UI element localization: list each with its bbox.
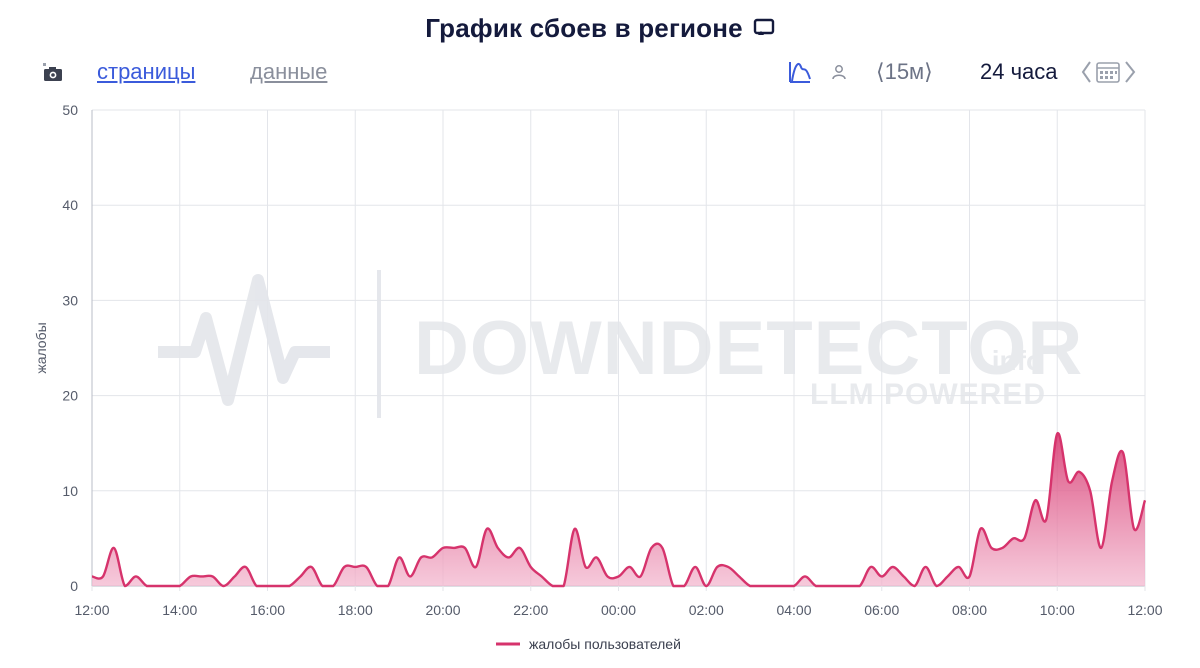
y-tick-label: 10 [62,483,78,499]
y-tick-label: 50 [62,102,78,118]
page-title: График сбоев в регионе [425,12,743,43]
x-tick-label: 12:00 [1127,602,1162,618]
x-tick-label: 18:00 [338,602,373,618]
outage-chart: DOWNDETECTOR .info LLM POWERED 0 10 20 30 40… [33,102,1163,652]
x-tick-label: 14:00 [162,602,197,618]
x-tick-label: 08:00 [952,602,987,618]
x-tick-label: 16:00 [250,602,285,618]
x-tick-label: 10:00 [1040,602,1075,618]
watermark: DOWNDETECTOR .info LLM POWERED [158,270,1083,418]
y-tick-label: 0 [70,578,78,594]
y-axis-label: жалобы [33,322,49,373]
series-area-fill [92,433,1145,586]
x-tick-labels: 12:00 14:00 16:00 18:00 20:00 22:00 00:00 02:00… [74,602,1162,618]
pulse-logo [158,274,330,406]
x-gridlines [91,110,1146,591]
y-tick-label: 20 [62,388,78,404]
monitor-icon [753,18,775,38]
range-selector[interactable]: 24 часа [980,59,1058,84]
watermark-tagline: LLM POWERED [810,378,1046,411]
x-tick-label: 04:00 [776,602,811,618]
camera-icon[interactable] [42,56,64,88]
area-chart-icon[interactable] [787,56,813,88]
x-tick-label: 22:00 [513,602,548,618]
x-tick-label: 00:00 [601,602,636,618]
y-tick-labels: 0 10 20 30 40 50 [62,102,78,594]
chart-toolbar: страницы данные ⟨15м⟩ 24 часа [0,56,1200,88]
x-tick-label: 20:00 [425,602,460,618]
legend: жалобы пользователей [496,636,681,652]
x-tick-label: 02:00 [689,602,724,618]
x-tick-label: 06:00 [864,602,899,618]
watermark-suffix: .info [984,345,1043,376]
tab-pages[interactable]: страницы [97,59,196,84]
series-line [91,432,1147,588]
legend-label: жалобы пользователей [529,636,681,652]
tab-data[interactable]: данные [250,59,328,84]
watermark-brand: DOWNDETECTOR [414,306,1083,391]
user-icon[interactable] [830,56,848,88]
y-tick-label: 40 [62,197,78,213]
x-tick-label: 12:00 [74,602,109,618]
y-tick-label: 30 [62,292,78,308]
calendar-icon[interactable] [1080,56,1138,88]
chart-header: График сбоев в регионе [0,10,1200,46]
interval-selector[interactable]: ⟨15м⟩ [876,59,933,84]
